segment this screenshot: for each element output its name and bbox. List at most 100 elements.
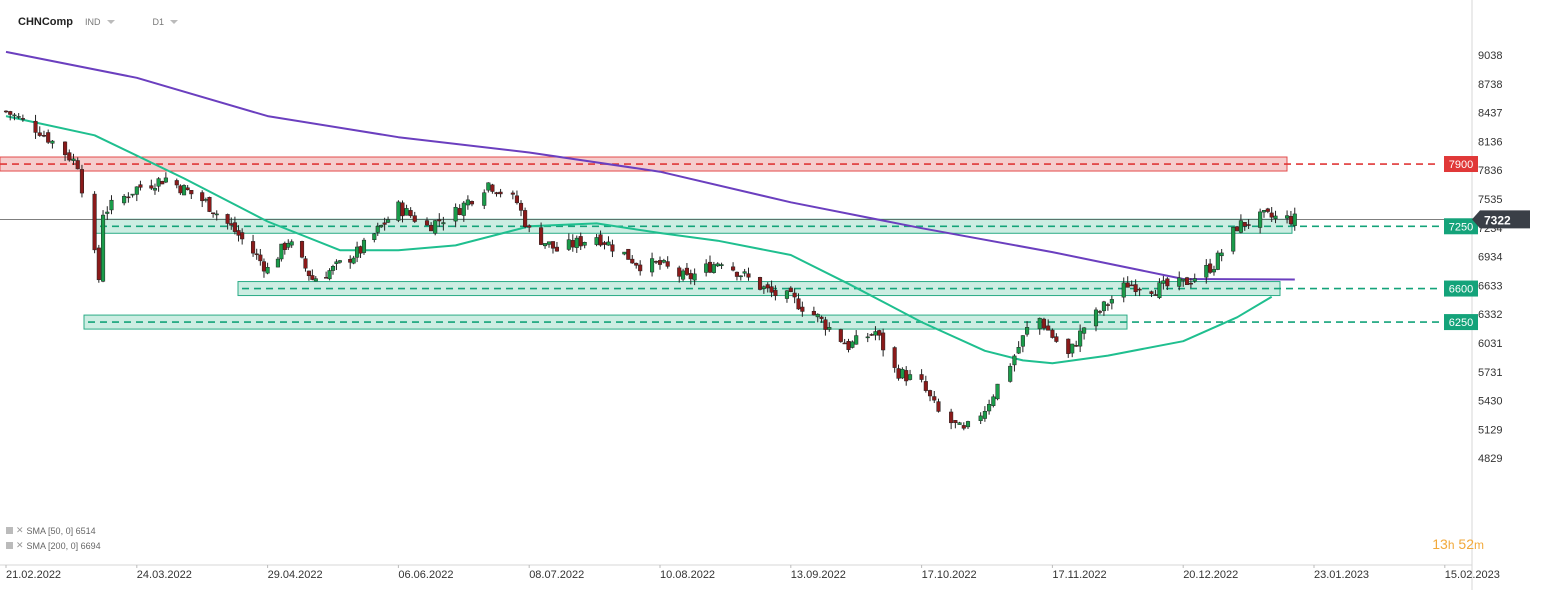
candle-body[interactable] [566, 239, 571, 250]
candle-body[interactable] [46, 132, 51, 143]
candle-body[interactable] [286, 243, 291, 248]
candle-body[interactable] [337, 260, 342, 263]
candle-body[interactable] [734, 271, 739, 277]
candle-body[interactable] [433, 220, 438, 234]
candle-body[interactable] [105, 211, 110, 214]
candle-body[interactable] [800, 306, 805, 312]
candle-body[interactable] [719, 264, 724, 266]
candle-body[interactable] [1219, 252, 1224, 257]
candle-body[interactable] [543, 243, 548, 247]
candle-body[interactable] [348, 259, 353, 263]
candle-body[interactable] [823, 319, 828, 330]
candle-body[interactable] [1211, 269, 1217, 273]
candle-body[interactable] [1188, 282, 1193, 285]
candle-body[interactable] [351, 257, 356, 264]
candle-body[interactable] [1261, 209, 1267, 213]
candle-body[interactable] [769, 286, 774, 293]
candle-body[interactable] [574, 237, 579, 248]
candle-body[interactable] [554, 246, 559, 252]
candle-body[interactable] [214, 213, 219, 216]
candle-body[interactable] [236, 230, 241, 236]
candle-body[interactable] [982, 410, 987, 419]
candle-body[interactable] [408, 210, 413, 217]
candle-body[interactable] [796, 298, 801, 310]
candle-body[interactable] [792, 292, 797, 298]
candle-body[interactable] [978, 415, 983, 421]
candle-body[interactable] [657, 260, 663, 265]
candle-body[interactable] [927, 390, 933, 397]
candle-body[interactable] [731, 266, 736, 271]
candle-body[interactable] [1070, 343, 1075, 354]
candle-body[interactable] [788, 287, 793, 292]
candle-body[interactable] [765, 284, 770, 289]
candle-body[interactable] [355, 246, 360, 258]
candle-body[interactable] [185, 187, 190, 191]
candle-body[interactable] [1204, 264, 1209, 278]
candle-body[interactable] [1125, 282, 1130, 288]
candle-body[interactable] [379, 224, 384, 228]
candle-body[interactable] [203, 199, 208, 201]
candle-body[interactable] [1078, 330, 1083, 347]
candle-body[interactable] [653, 261, 659, 263]
sma50-line[interactable] [5, 115, 1273, 365]
candle-body[interactable] [707, 261, 713, 273]
instrument-type-selector[interactable]: IND [85, 17, 115, 27]
candle-body[interactable] [200, 192, 205, 202]
candle-body[interactable] [704, 263, 709, 273]
candle-body[interactable] [275, 258, 280, 268]
candle-body[interactable] [71, 158, 76, 161]
candle-body[interactable] [92, 193, 97, 251]
candle-body[interactable] [310, 275, 315, 280]
candle-body[interactable] [900, 368, 905, 379]
candle-body[interactable] [582, 241, 587, 246]
candle-body[interactable] [622, 251, 627, 255]
candle-body[interactable] [688, 273, 693, 280]
candle-body[interactable] [299, 241, 305, 258]
candle-body[interactable] [881, 332, 886, 351]
candle-body[interactable] [1020, 335, 1025, 347]
candle-body[interactable] [873, 331, 878, 336]
candle-body[interactable] [261, 261, 267, 272]
candle-body[interactable] [334, 261, 339, 264]
candle-body[interactable] [1041, 318, 1047, 329]
candle-body[interactable] [33, 120, 38, 133]
candle-body[interactable] [936, 401, 941, 412]
candle-body[interactable] [265, 267, 270, 274]
candle-body[interactable] [665, 261, 670, 267]
candle-body[interactable] [1046, 325, 1051, 331]
candle-body[interactable] [134, 186, 139, 195]
candle-body[interactable] [424, 220, 430, 226]
candle-body[interactable] [638, 264, 643, 272]
candle-body[interactable] [75, 160, 80, 170]
candle-body[interactable] [1037, 317, 1042, 330]
candle-body[interactable] [819, 316, 824, 319]
candle-body[interactable] [441, 222, 446, 225]
candle-body[interactable] [50, 140, 55, 144]
candle-body[interactable] [995, 383, 1000, 400]
candle-body[interactable] [570, 240, 575, 248]
candle-body[interactable] [904, 370, 909, 382]
candle-body[interactable] [634, 262, 639, 266]
candle-body[interactable] [1133, 284, 1138, 293]
candle-body[interactable] [961, 425, 966, 429]
candle-body[interactable] [254, 253, 259, 256]
candle-body[interactable] [1129, 284, 1134, 287]
candle-body[interactable] [1238, 220, 1243, 233]
candle-body[interactable] [1109, 299, 1114, 304]
candle-body[interactable] [1246, 224, 1251, 226]
candle-body[interactable] [965, 421, 971, 428]
candle-body[interactable] [258, 254, 263, 262]
candle-body[interactable] [1181, 278, 1186, 281]
candle-body[interactable] [382, 222, 387, 225]
candle-body[interactable] [100, 214, 106, 282]
candle-body[interactable] [303, 258, 308, 269]
candle-body[interactable] [908, 374, 913, 380]
candle-body[interactable] [518, 202, 524, 211]
candle-body[interactable] [330, 266, 336, 271]
candle-body[interactable] [3, 110, 9, 113]
candle-body[interactable] [225, 214, 230, 224]
candle-body[interactable] [919, 374, 924, 380]
candle-body[interactable] [957, 422, 962, 425]
candle-body[interactable] [626, 248, 631, 260]
candle-body[interactable] [681, 270, 686, 280]
